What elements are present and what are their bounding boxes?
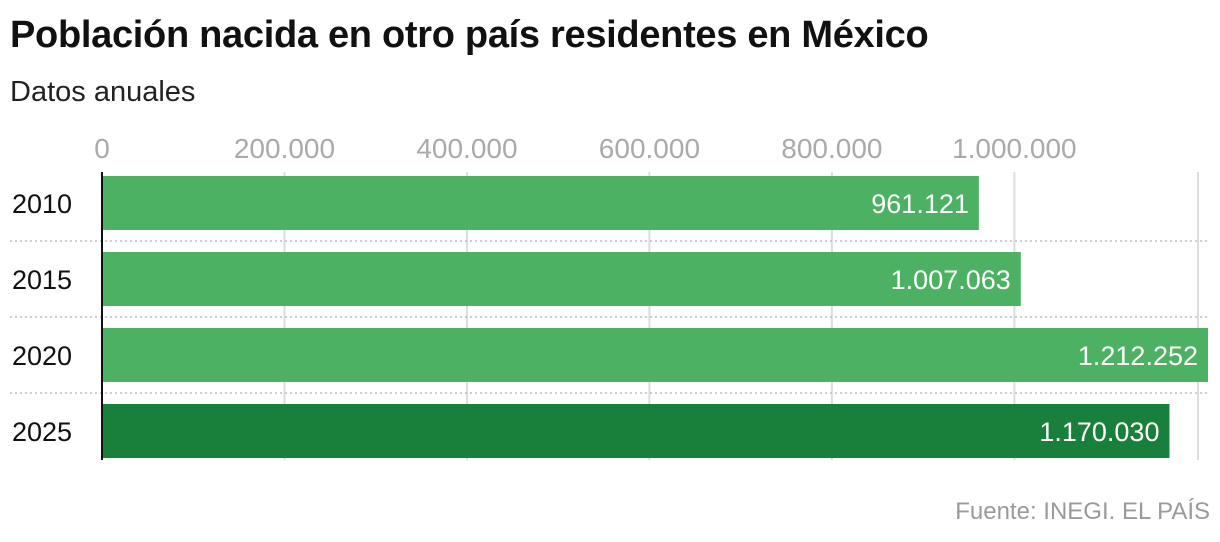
x-tick-label: 400.000 <box>416 133 517 164</box>
value-label: 1.212.252 <box>1078 341 1198 371</box>
x-tick-label: 200.000 <box>234 133 335 164</box>
bar-2020 <box>102 328 1208 382</box>
x-axis-ticks: 0 200.000 400.000 600.000 800.000 1.000.000 <box>94 133 1076 164</box>
category-label: 2010 <box>12 189 72 219</box>
source-note: Fuente: INEGI. EL PAÍS <box>955 498 1210 525</box>
category-label: 2020 <box>12 341 72 371</box>
value-label: 961.121 <box>871 189 969 219</box>
bar-2025 <box>102 404 1170 458</box>
bar-2015 <box>102 252 1021 306</box>
y-axis-categories: 2010 2015 2020 2025 <box>12 189 72 447</box>
x-tick-label: 600.000 <box>599 133 700 164</box>
x-tick-label: 1.000.000 <box>952 133 1077 164</box>
value-label: 1.170.030 <box>1039 417 1159 447</box>
x-tick-label: 0 <box>94 133 110 164</box>
category-label: 2025 <box>12 417 72 447</box>
data-labels: 961.121 1.007.063 1.212.252 1.170.030 <box>871 189 1198 447</box>
chart-subtitle: Datos anuales <box>10 76 196 108</box>
category-label: 2015 <box>12 265 72 295</box>
x-tick-label: 800.000 <box>781 133 882 164</box>
value-label: 1.007.063 <box>891 265 1011 295</box>
bars <box>101 172 1208 460</box>
bar-2010 <box>102 176 979 230</box>
chart-title: Población nacida en otro país residentes… <box>10 14 929 56</box>
